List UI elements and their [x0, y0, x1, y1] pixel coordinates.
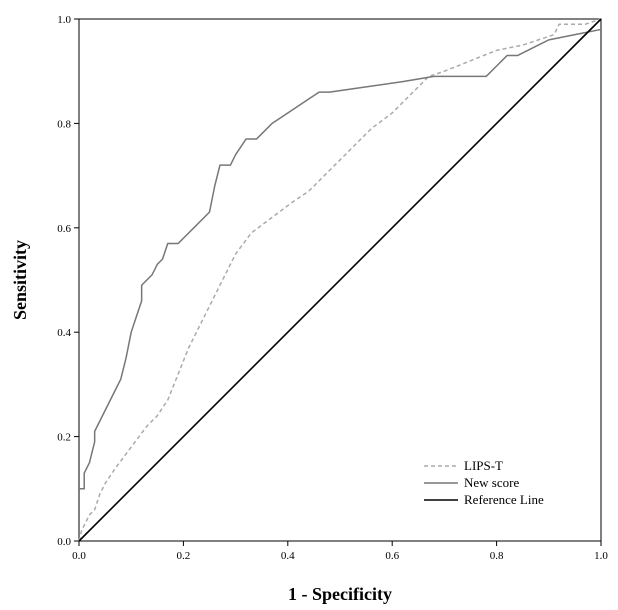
y-tick-label: 0.8: [57, 118, 71, 130]
series-line-reference-line: [78, 18, 602, 542]
y-tick-label: 0.2: [57, 432, 71, 444]
legend-label-new-score: New score: [464, 475, 519, 490]
legend-label-reference-line: Reference Line: [464, 492, 544, 507]
y-axis-ticks: 0.0 0.2 0.4 0.6 0.8 1.0: [57, 14, 79, 548]
x-tick-label: 0.8: [490, 550, 504, 562]
x-tick-label: 1.0: [594, 550, 608, 562]
y-tick-label: 1.0: [57, 14, 71, 26]
x-tick-label: 0.0: [72, 550, 86, 562]
x-axis-title: 1 - Specificity: [288, 584, 392, 604]
x-tick-label: 0.2: [177, 550, 191, 562]
y-tick-label: 0.6: [57, 223, 71, 235]
y-tick-label: 0.0: [57, 536, 71, 548]
legend: LIPS-T New score Reference Line: [424, 458, 544, 507]
x-tick-label: 0.4: [281, 550, 295, 562]
series-layer: [78, 18, 602, 542]
x-tick-label: 0.6: [385, 550, 399, 562]
y-axis-title: Sensitivity: [10, 240, 30, 320]
x-axis-ticks: 0.0 0.2 0.4 0.6 0.8 1.0: [72, 541, 608, 562]
legend-label-lips-t: LIPS-T: [464, 458, 503, 473]
y-tick-label: 0.4: [57, 327, 71, 339]
series-line-new-score: [79, 28, 602, 490]
